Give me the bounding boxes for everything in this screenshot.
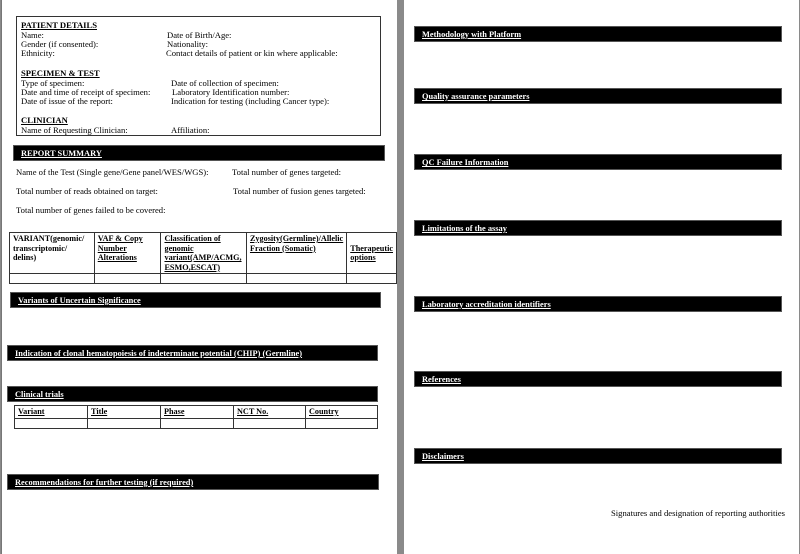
therapeutic-header: Therapeutic options [346, 231, 397, 275]
clinical-trials-bar: Clinical trials [7, 386, 378, 402]
table-cell [9, 273, 95, 285]
specimen-type-label: Type of specimen: [21, 78, 85, 88]
accreditation-bar: Laboratory accreditation identifiers [414, 296, 782, 312]
trial-variant-header: Variant [14, 405, 88, 419]
variant-header: VARIANT(genomic/ transcriptomic/ delins) [9, 231, 95, 275]
reads-label: Total number of reads obtained on target… [16, 186, 158, 196]
clinical-trials-table: Variant Title Phase NCT No. Country [14, 405, 378, 429]
table-cell [93, 273, 162, 285]
classification-header: Classification of genomic variant(AMP/AC… [160, 231, 247, 275]
report-summary-bar: REPORT SUMMARY [13, 145, 385, 161]
name-label: Name: [21, 30, 44, 40]
variant-table: VARIANT(genomic/ transcriptomic/ delins)… [9, 231, 397, 285]
quality-assurance-bar: Quality assurance parameters [414, 88, 782, 104]
table-cell [346, 273, 397, 285]
disclaimers-bar: Disclaimers [414, 448, 782, 464]
fusion-label: Total number of fusion genes targeted: [233, 186, 366, 196]
affiliation-label: Affiliation: [171, 125, 210, 135]
vaf-header: VAF & Copy Number Alterations [93, 231, 162, 275]
collection-label: Date of collection of specimen: [171, 78, 279, 88]
dob-label: Date of Birth/Age: [167, 30, 232, 40]
table-cell [305, 417, 378, 429]
table-cell [233, 417, 306, 429]
references-bar: References [414, 371, 782, 387]
trial-phase-header: Phase [160, 405, 234, 419]
lab-id-label: Laboratory Identification number: [172, 87, 290, 97]
recommendations-bar: Recommendations for further testing (if … [7, 474, 379, 490]
report-page-2: Methodology with Platform Quality assura… [404, 0, 799, 554]
trial-nct-header: NCT No. [233, 405, 306, 419]
report-page-1: PATIENT DETAILS Name: Gender (if consent… [1, 0, 397, 554]
clinician-name-label: Name of Requesting Clinician: [21, 125, 128, 135]
table-cell [14, 417, 88, 429]
genes-failed-label: Total number of genes failed to be cover… [16, 205, 166, 215]
nationality-label: Nationality: [167, 39, 209, 49]
genes-targeted-label: Total number of genes targeted: [232, 167, 342, 177]
table-cell [245, 273, 348, 285]
gender-label: Gender (if consented): [21, 39, 99, 49]
vus-bar: Variants of Uncertain Significance [10, 292, 381, 308]
issue-date-label: Date of issue of the report: [21, 96, 113, 106]
clinician-heading: CLINICIAN [21, 115, 68, 125]
zygosity-header: Zygosity(Germline)/Allelic Fraction (Som… [245, 231, 348, 275]
table-cell [160, 273, 247, 285]
methodology-bar: Methodology with Platform [414, 26, 782, 42]
ethnicity-label: Ethnicity: [21, 48, 55, 58]
specimen-heading: SPECIMEN & TEST [21, 68, 100, 78]
trial-title-header: Title [87, 405, 161, 419]
patient-details-box: PATIENT DETAILS Name: Gender (if consent… [16, 16, 381, 136]
trial-country-header: Country [305, 405, 378, 419]
patient-heading: PATIENT DETAILS [21, 20, 98, 30]
table-cell [160, 417, 234, 429]
qc-failure-bar: QC Failure Information [414, 154, 782, 170]
receipt-label: Date and time of receipt of specimen: [21, 87, 151, 97]
indication-label: Indication for testing (including Cancer… [171, 96, 330, 106]
table-cell [87, 417, 161, 429]
limitations-bar: Limitations of the assay [414, 220, 782, 236]
test-name-label: Name of the Test (Single gene/Gene panel… [16, 167, 209, 177]
signatures-label: Signatures and designation of reporting … [611, 508, 785, 518]
chip-bar: Indication of clonal hematopoiesis of in… [7, 345, 378, 361]
contact-label: Contact details of patient or kin where … [166, 48, 338, 58]
